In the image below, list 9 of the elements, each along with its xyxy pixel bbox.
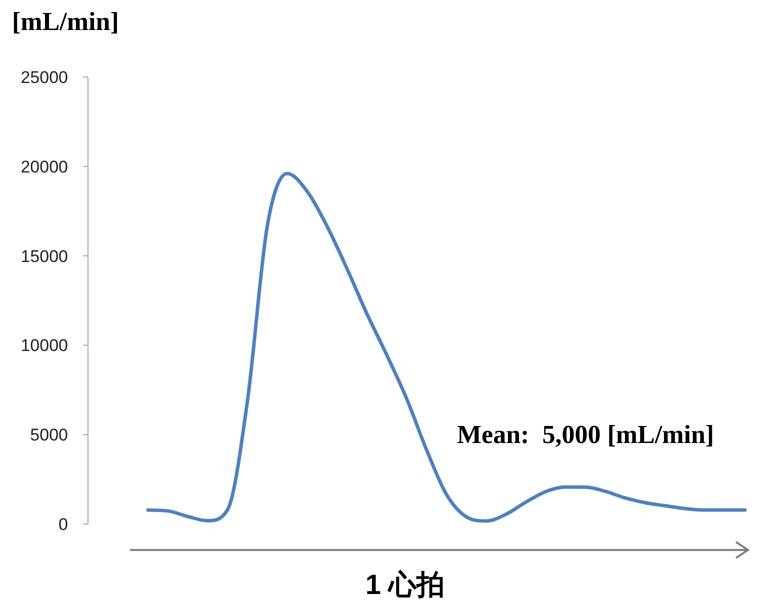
y-axis-title: [mL/min] [12, 7, 119, 36]
y-tick-label: 20000 [20, 157, 68, 176]
x-axis-title: 1 心拍 [365, 569, 445, 600]
annotation: Mean: 5,000 [mL/min] [457, 420, 714, 449]
y-tick-label: 15000 [20, 246, 68, 266]
y-tick-label: 10000 [20, 336, 68, 356]
y-tick-label: 25000 [20, 68, 68, 87]
y-tick-label: 0 [58, 515, 68, 534]
y-tick-label: 5000 [30, 426, 68, 445]
